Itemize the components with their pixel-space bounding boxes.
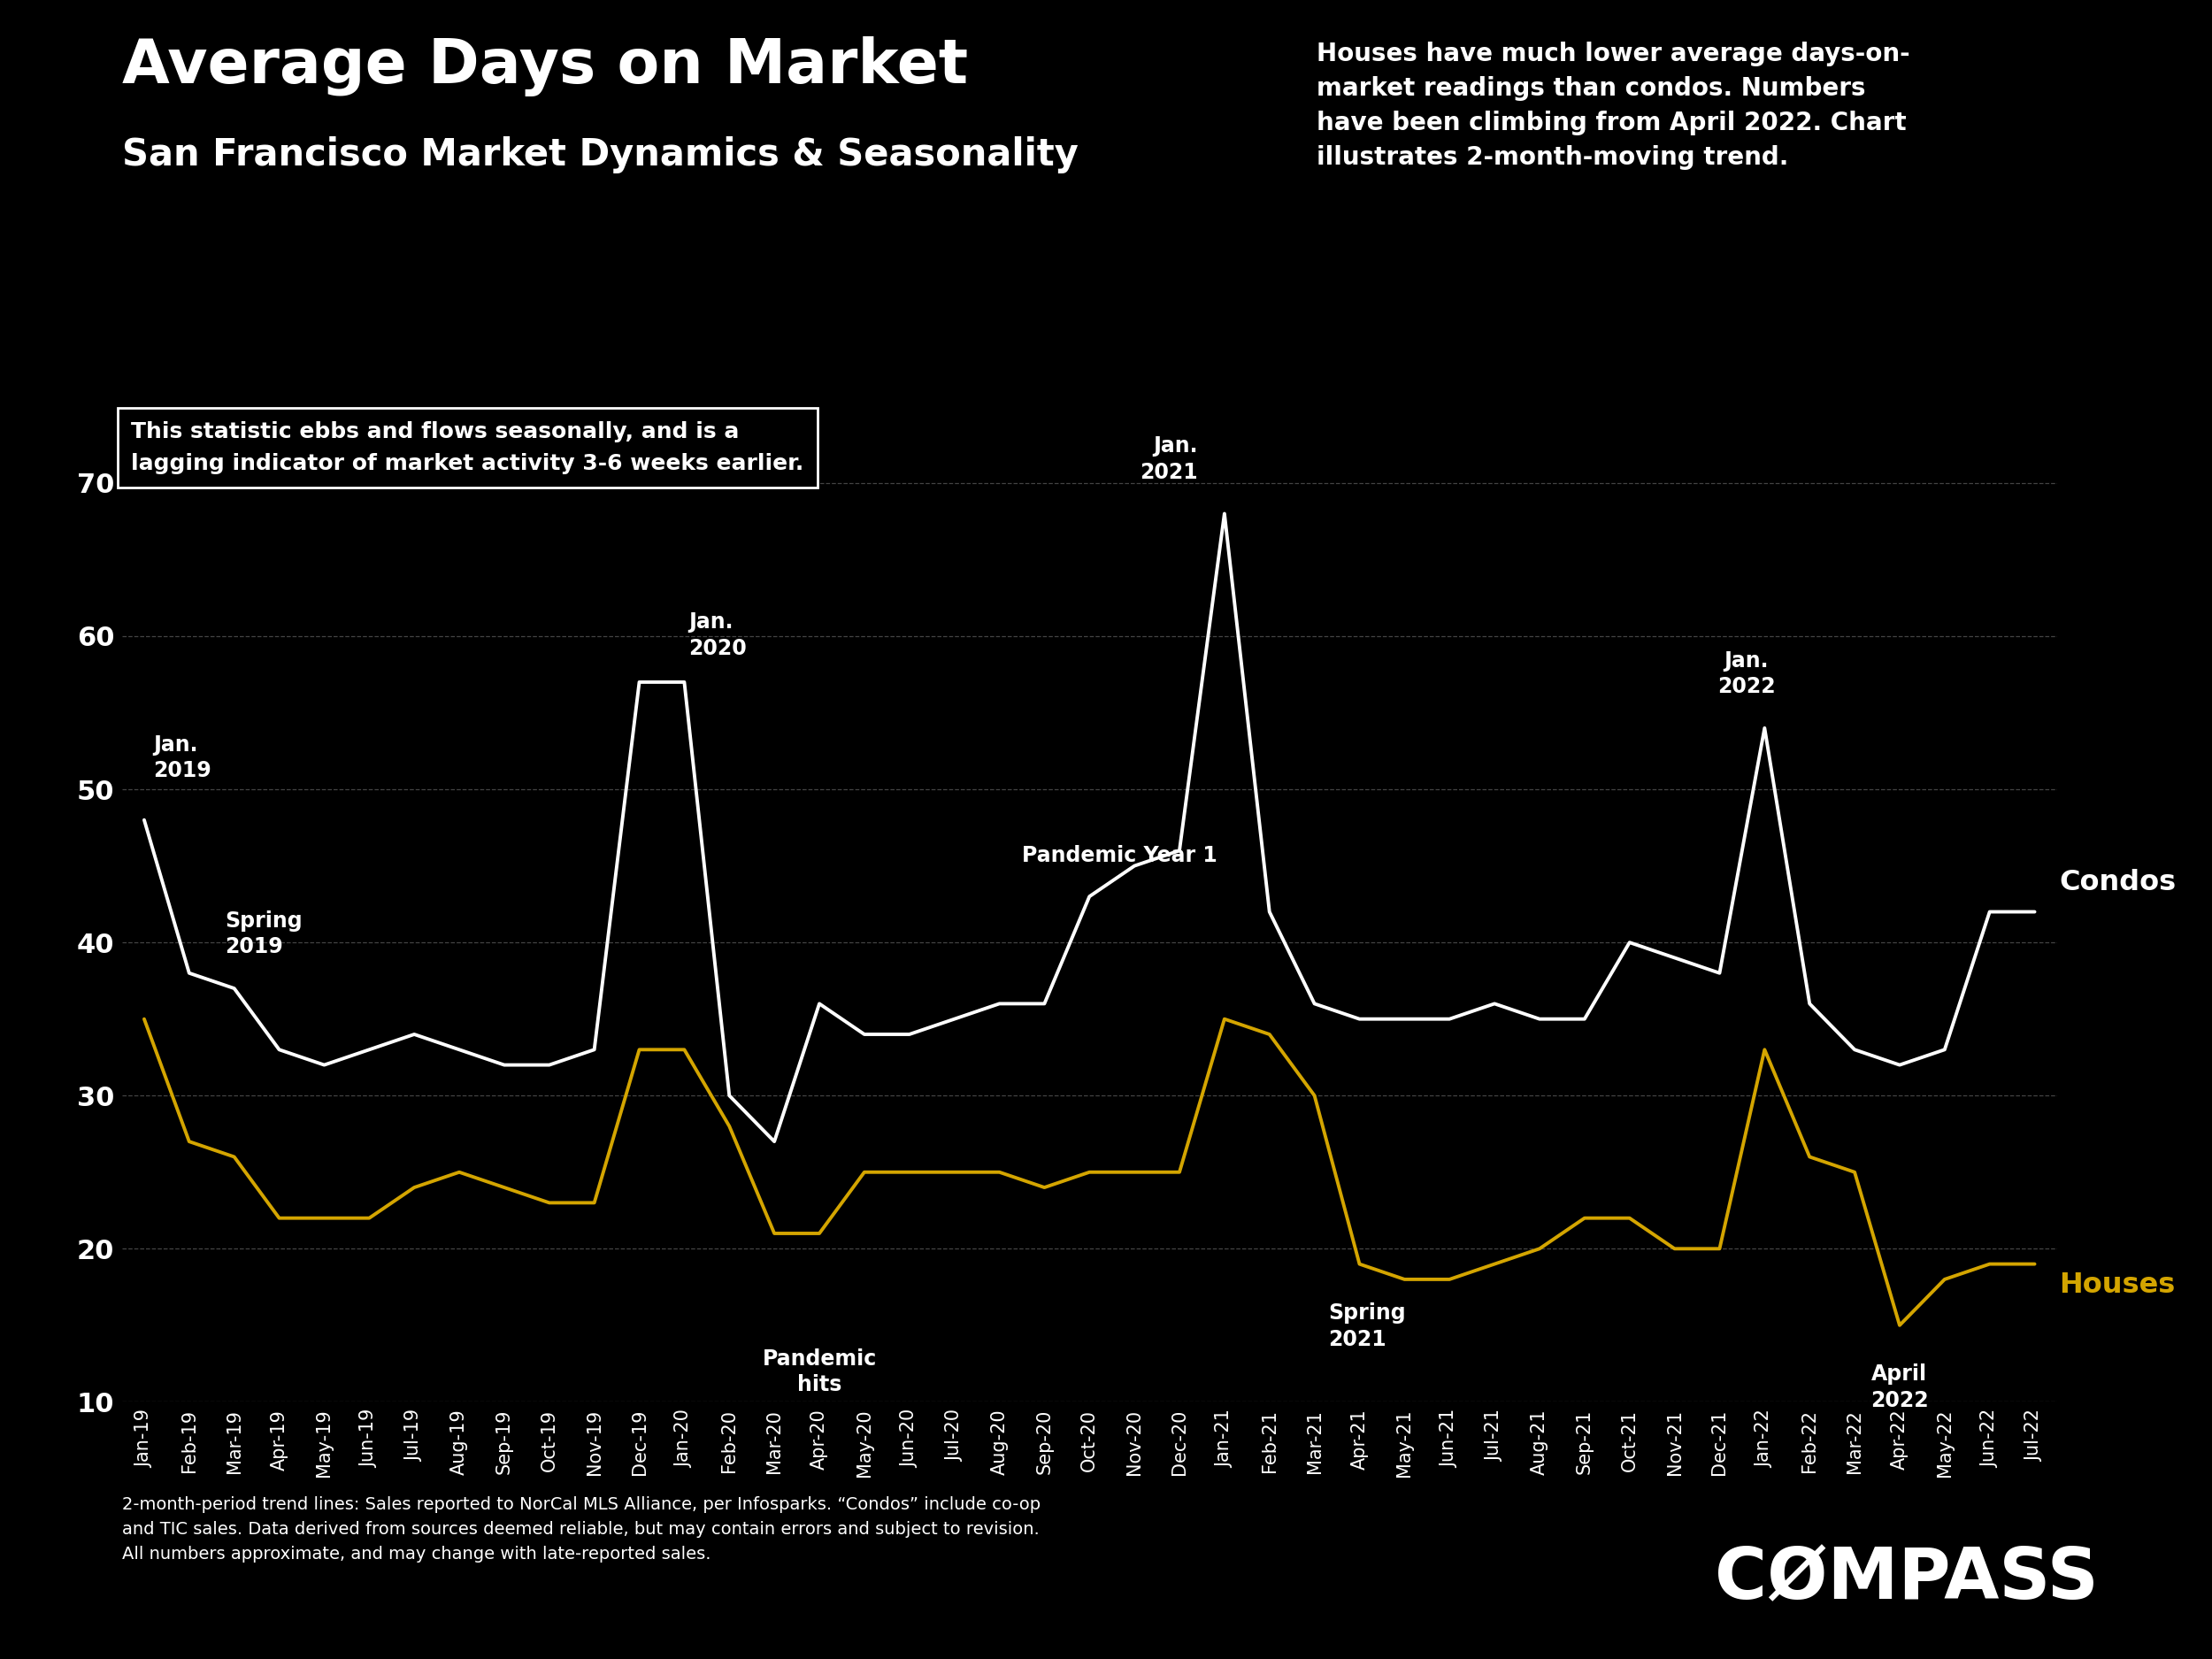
Text: Spring
2021: Spring 2021 [1327,1302,1405,1350]
Text: This statistic ebbs and flows seasonally, and is a
lagging indicator of market a: This statistic ebbs and flows seasonally… [131,421,803,474]
Text: Pandemic
hits: Pandemic hits [763,1349,876,1395]
Text: Jan.
2019: Jan. 2019 [153,735,212,781]
Text: Houses have much lower average days-on-
market readings than condos. Numbers
hav: Houses have much lower average days-on- … [1316,41,1909,169]
Text: Jan.
2022: Jan. 2022 [1717,650,1776,697]
Text: Houses: Houses [2059,1272,2177,1299]
Text: Spring
2019: Spring 2019 [226,911,303,957]
Text: April
2022: April 2022 [1871,1364,1929,1412]
Text: San Francisco Market Dynamics & Seasonality: San Francisco Market Dynamics & Seasonal… [122,136,1077,173]
Text: Average Days on Market: Average Days on Market [122,36,967,96]
Text: 2-month-period trend lines: Sales reported to NorCal MLS Alliance, per Infospark: 2-month-period trend lines: Sales report… [122,1496,1040,1563]
Text: CØMPASS: CØMPASS [1714,1545,2097,1614]
Text: Condos: Condos [2059,869,2177,896]
Text: Jan.
2021: Jan. 2021 [1139,436,1197,483]
Text: Jan.
2020: Jan. 2020 [688,612,748,659]
Text: Pandemic Year 1: Pandemic Year 1 [1022,844,1217,866]
